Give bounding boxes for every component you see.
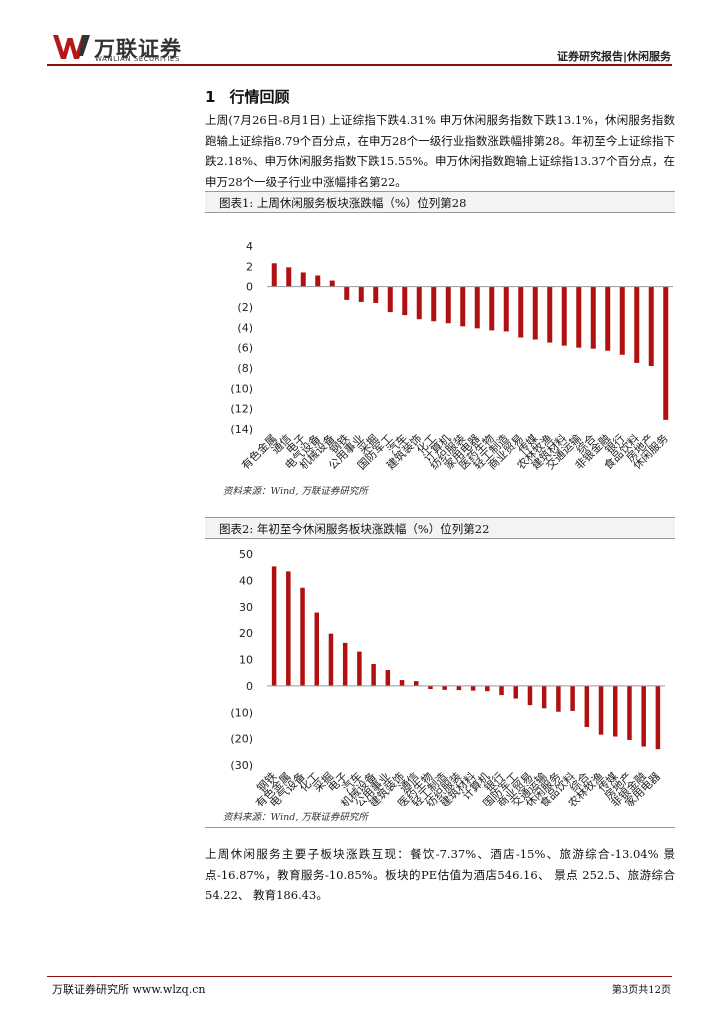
- figure2-chart: 50403020100(10)(20)(30)钢铁有色金属电气设备化工采掘电子汽…: [230, 548, 665, 806]
- section-number: 1: [205, 88, 216, 106]
- figure2: 图表2: 年初至今休闲服务板块涨跌幅（%）位列第22 50 40 30 20 10 0 (1…: [205, 517, 675, 828]
- chart2-bar: [499, 685, 504, 696]
- chart1-bar: [663, 286, 669, 420]
- logo-english-name: WANLIAN SECURITIES: [95, 55, 180, 63]
- chart1-bar: [634, 286, 640, 363]
- chart2-bar: [556, 685, 561, 712]
- chart1-bar: [489, 286, 495, 331]
- chart2-ytick-label: 0: [246, 680, 253, 693]
- chart2-bar: [613, 685, 618, 737]
- chart2-ytick-label: 40: [239, 574, 253, 587]
- chart1-ytick-label: (12): [230, 403, 253, 416]
- chart1-bar: [300, 272, 306, 287]
- chart1-bar: [445, 286, 451, 324]
- chart2-bar: [414, 681, 419, 686]
- header-divider: [47, 64, 672, 66]
- chart2-bar: [641, 685, 646, 747]
- chart2-ytick-label: (30): [230, 759, 253, 772]
- chart1-bar: [344, 286, 350, 300]
- chart2-bar: [598, 685, 604, 735]
- chart2-bar: [428, 685, 433, 690]
- chart2-bar: [655, 685, 661, 750]
- chart1-bar: [590, 286, 596, 349]
- chart1-bar: [460, 286, 466, 327]
- chart2-bar: [286, 571, 291, 686]
- chart1-bar: [474, 286, 480, 329]
- section-title: 1 行情回顾: [205, 86, 289, 107]
- report-type-label: 证券研究报告|休闲服务: [556, 50, 671, 63]
- chart1-bar: [576, 286, 582, 348]
- chart2-ytick-label: (20): [230, 733, 253, 746]
- chart1-ytick-label: 4: [246, 240, 253, 253]
- footer-divider: [47, 976, 672, 977]
- chart2-ytick-label: 30: [239, 601, 253, 614]
- chart1-bar: [503, 286, 509, 332]
- chart2-ytick-label: 10: [239, 654, 253, 667]
- chart2-bar: [570, 685, 575, 711]
- figure1-chart: 420(2)(4)(6)(8)(10)(12)(14)有色金属通信电子电气设备机…: [230, 240, 673, 472]
- subsector-paragraph: 上周休闲服务主要子板块涨跌互现：餐饮-7.37%、酒店-15%、旅游综合-13.…: [205, 847, 675, 902]
- chart2-bar: [442, 685, 447, 690]
- chart1-bar: [547, 286, 553, 343]
- chart1-bar: [648, 286, 654, 366]
- chart1-bar: [518, 286, 524, 338]
- figure1-source: 资料来源：Wind, 万联证券研究所: [223, 486, 368, 497]
- chart1-ytick-label: (8): [237, 362, 253, 375]
- chart2-bar: [485, 685, 490, 692]
- chart1-bar: [329, 280, 335, 287]
- chart1-ytick-label: 2: [246, 260, 253, 273]
- chart1-bar: [431, 286, 437, 322]
- chart2-bar: [371, 663, 376, 686]
- chart2-ytick-label: 20: [239, 627, 253, 640]
- figure1-title: 图表1: 上周休闲服务板块涨跌幅（%）位列第28: [205, 191, 675, 213]
- chart2-bar: [584, 685, 590, 728]
- chart2-bar: [385, 670, 391, 686]
- chart2-bar: [470, 685, 476, 691]
- figure2-bottom-rule: [205, 827, 675, 828]
- figure2-source: 资料来源：Wind, 万联证券研究所: [223, 812, 368, 823]
- chart1-ytick-label: (2): [237, 301, 253, 314]
- wanlian-logo-icon: [53, 35, 90, 59]
- footer-website: 万联证券研究所 www.wlzq.cn: [52, 983, 206, 996]
- chart1-bar: [286, 267, 292, 287]
- chart1-bar: [271, 263, 277, 287]
- chart2-bar: [627, 685, 632, 740]
- chart1-bar: [561, 286, 567, 346]
- logo-chinese-name: 万联证券: [94, 37, 182, 61]
- chart2-bar: [271, 566, 277, 686]
- chart2-bar: [342, 642, 348, 686]
- chart1-bar: [532, 286, 538, 340]
- chart1-bar: [315, 275, 321, 287]
- chart1-bar: [605, 286, 611, 351]
- chart2-bar: [314, 612, 319, 686]
- chart1-bar: [402, 286, 408, 316]
- chart1-bar: [373, 286, 379, 303]
- chart1-ytick-label: (10): [230, 382, 253, 395]
- chart2-bar: [456, 685, 462, 691]
- chart2-bar: [513, 685, 518, 699]
- chart1-ytick-label: (14): [230, 423, 253, 436]
- figure1: 图表1: 上周休闲服务板块涨跌幅（%）位列第28 4 2 0 (2) (4) (6) (8)…: [205, 191, 675, 504]
- chart1-ytick-label: 0: [246, 281, 253, 294]
- chart1-bar: [358, 286, 364, 302]
- figure2-title: 图表2: 年初至今休闲服务板块涨跌幅（%）位列第22: [205, 517, 675, 539]
- chart2-ytick-label: 50: [239, 548, 253, 561]
- market-review-paragraph: 上周(7月26日-8月1日) 上证综指下跌4.31% 申万休闲服务指数下跌13.…: [205, 113, 675, 189]
- chart2-ytick-label: (10): [230, 706, 253, 719]
- chart2-bar: [328, 633, 334, 686]
- chart2-bar: [399, 680, 405, 686]
- chart2-bar: [357, 651, 362, 686]
- chart2-bar: [527, 685, 533, 706]
- chart2-bar: [541, 685, 547, 709]
- company-logo: 万联证券 WANLIAN SECURITIES: [52, 33, 202, 63]
- chart1-ytick-label: (4): [237, 321, 253, 334]
- chart1-bar: [619, 286, 625, 355]
- chart1-bar: [416, 286, 422, 320]
- chart2-bar: [300, 587, 305, 686]
- chart1-bar: [387, 286, 393, 313]
- page-number: 第3页共12页: [611, 985, 671, 996]
- chart1-ytick-label: (6): [237, 342, 253, 355]
- section-title-text: 行情回顾: [229, 88, 290, 106]
